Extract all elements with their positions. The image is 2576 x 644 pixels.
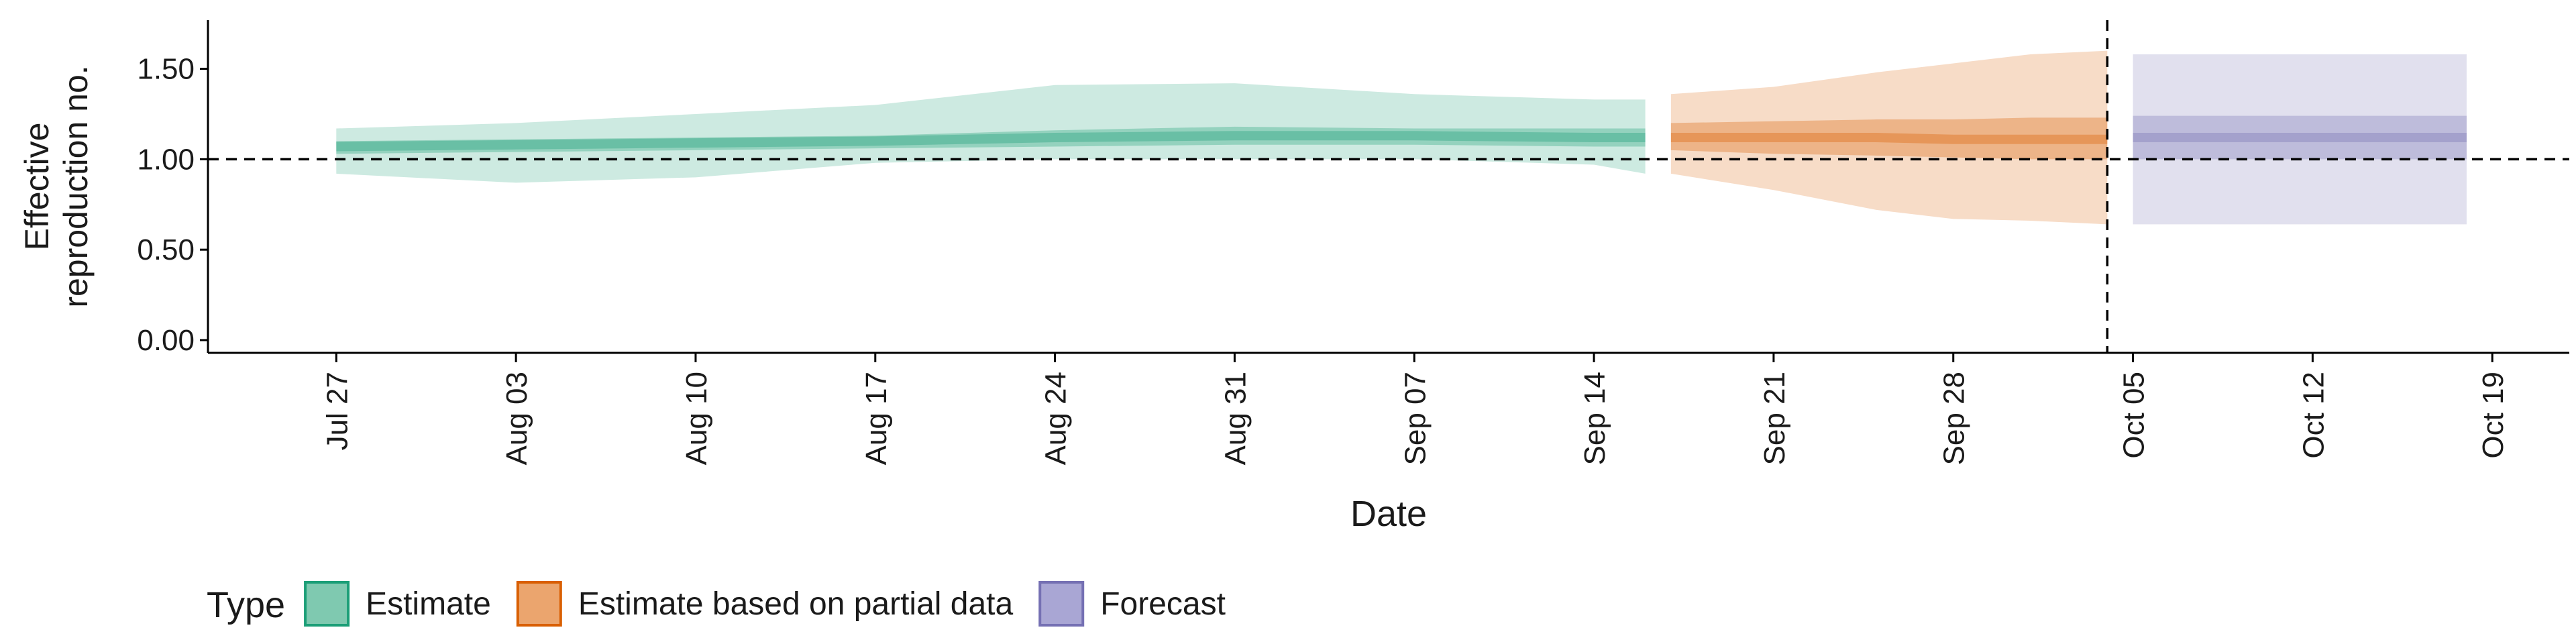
y-tick-label: 1.50 [137, 53, 195, 86]
y-tick-label: 0.50 [137, 233, 195, 266]
x-tick-label: Sep 21 [1758, 372, 1791, 465]
x-tick-label: Sep 14 [1578, 372, 1611, 465]
uncertainty-bands [336, 50, 2467, 225]
x-tick-label: Aug 24 [1040, 372, 1073, 465]
x-tick-label: Aug 17 [860, 372, 893, 465]
estimate-based-on-partial-data-band-90 [1670, 50, 2108, 225]
legend-label-forecast: Forecast [1100, 586, 1226, 622]
legend: Type Estimate Estimate based on partial d… [207, 581, 1226, 627]
x-tick-label: Sep 28 [1938, 372, 1971, 465]
legend-swatch-estimate [304, 581, 350, 627]
y-tick-label: 1.00 [137, 143, 195, 176]
forecast-band-50 [2133, 115, 2467, 160]
legend-swatch-estimate-based-on-partial-data [516, 581, 562, 627]
x-tick-label: Aug 10 [680, 372, 713, 465]
x-tick-label: Jul 27 [321, 372, 354, 450]
estimate-based-on-partial-data-median-line [1670, 133, 2108, 144]
estimate-based-on-partial-data-band-50 [1670, 117, 2108, 160]
median-lines [336, 131, 2467, 152]
legend-swatch-forecast [1038, 581, 1085, 627]
legend-title: Type [207, 585, 285, 625]
x-tick-label: Oct 05 [2118, 372, 2151, 459]
y-axis-label-line-1: Effective [18, 123, 56, 251]
legend-label-estimate: Estimate [366, 586, 491, 622]
estimate-median-line [336, 131, 1646, 152]
reference-lines [208, 20, 2569, 353]
x-tick-label: Oct 19 [2477, 372, 2510, 459]
y-tick-label: 0.00 [137, 324, 195, 357]
axes [207, 20, 2569, 354]
x-tick-label: Oct 12 [2297, 372, 2330, 459]
x-axis-label: Date [1350, 494, 1427, 534]
y-axis-label-line-2: reproduction no. [57, 65, 95, 307]
forecast-band-90 [2133, 54, 2467, 225]
y-ticks: 0.00 0.50 1.00 1.50 [137, 53, 208, 357]
estimate-band-90 [336, 83, 1646, 183]
x-tick-label: Aug 31 [1219, 372, 1252, 465]
x-tick-label: Sep 07 [1399, 372, 1432, 465]
estimate-band-50 [336, 126, 1646, 154]
x-ticks: Jul 27 Aug 03 Aug 10 Aug 17 Aug 24 Aug 31 Sep … [321, 353, 2510, 465]
x-tick-label: Aug 03 [500, 372, 533, 465]
legend-label-estimate-based-on-partial-data: Estimate based on partial data [578, 586, 1014, 622]
